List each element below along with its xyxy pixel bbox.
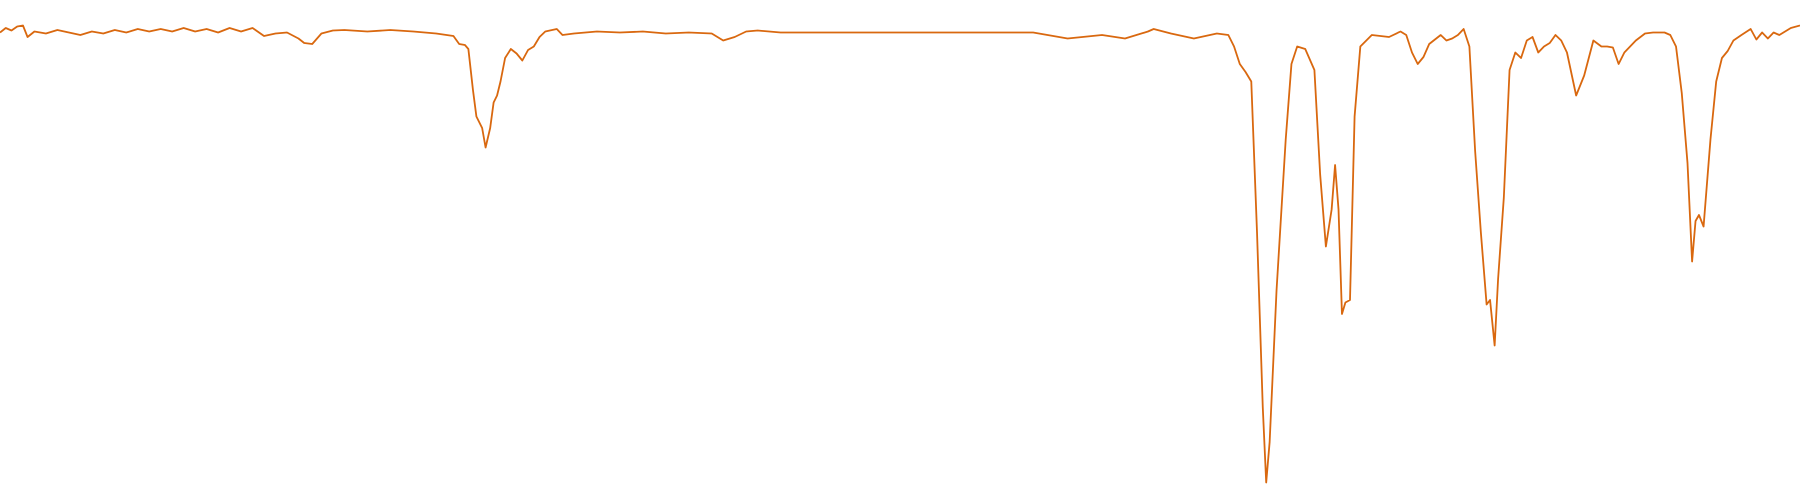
spectrum-line (0, 24, 1800, 484)
